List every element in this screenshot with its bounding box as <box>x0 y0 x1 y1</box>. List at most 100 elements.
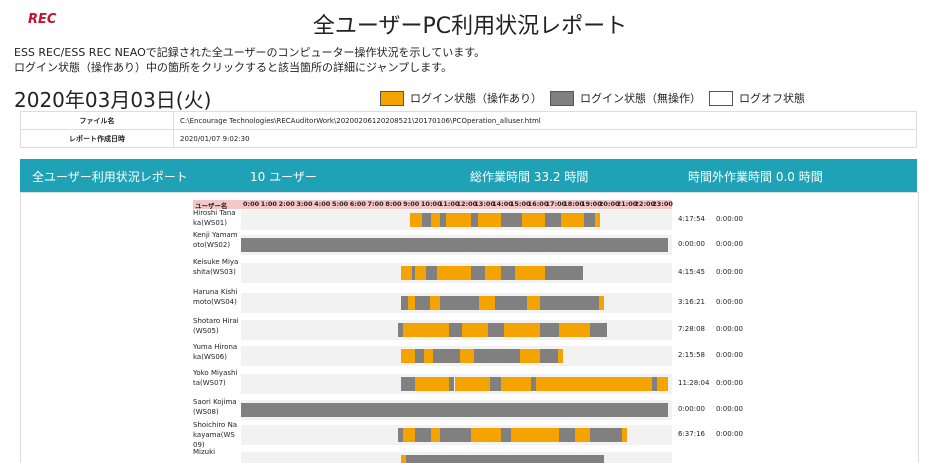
activity-segment <box>415 295 430 310</box>
legend-label: ログオフ状態 <box>739 92 805 105</box>
total-time: 0:00:00 <box>678 404 705 413</box>
activity-segment <box>459 349 475 363</box>
user-name: Yoko Miyashita(WS07) <box>193 369 238 387</box>
info-key: レポート作成日時 <box>20 129 174 148</box>
activity-segment <box>539 323 560 337</box>
activity-segment <box>539 295 599 310</box>
activity-segment <box>500 213 523 227</box>
activity-segment <box>408 295 416 310</box>
activity-segment <box>401 376 416 391</box>
activity-segment <box>445 213 471 227</box>
activity-segment <box>402 427 416 442</box>
activity-segment <box>454 376 491 391</box>
user-name: Mizuki <box>193 448 216 456</box>
total-time: 2:15:58 <box>678 351 705 359</box>
hour-label: 14:00 <box>492 200 513 208</box>
hour-label: 20:00 <box>598 200 620 208</box>
activity-segment <box>545 266 583 280</box>
activity-segment <box>520 349 540 363</box>
overtime: 0:00:00 <box>716 429 743 438</box>
hour-label: 13:00 <box>474 200 495 208</box>
activity-segment <box>531 376 537 391</box>
user-name: Saori Kojima(WS08) <box>193 398 237 416</box>
logo: REC <box>28 12 57 27</box>
activity-segment <box>436 266 471 280</box>
overtime: 0:00:00 <box>716 268 743 276</box>
activity-segment <box>539 349 558 363</box>
hour-label: 6:00 <box>349 200 366 208</box>
user-name: Shotaro Hirai(WS05) <box>193 317 239 335</box>
overtime: 0:00:00 <box>716 404 743 413</box>
total-time: 7:28:08 <box>678 325 705 333</box>
activity-segment <box>484 266 501 280</box>
activity-segment <box>495 295 528 310</box>
description: ログイン状態（操作あり）中の箇所をクリックすると該当箇所の詳細にジャンプします。 <box>14 61 453 74</box>
activity-segment <box>415 266 427 280</box>
activity-segment <box>559 427 576 442</box>
hour-label: 17:00 <box>545 200 567 208</box>
total-time: 11:28:04 <box>678 378 710 387</box>
activity-segment <box>470 213 478 227</box>
hour-label: 19:00 <box>581 200 602 208</box>
total-time: 4:17:54 <box>678 215 705 223</box>
activity-segment <box>241 237 668 252</box>
activity-segment <box>474 349 521 363</box>
summary-title: 全ユーザー利用状況レポート <box>32 170 188 184</box>
total-time: 6:37:16 <box>678 429 705 438</box>
name-header: ユーザー名 <box>195 202 228 210</box>
legend: ログイン状態（操作あり） ログイン状態（無操作） ログオフ状態 <box>372 90 805 106</box>
user-name: Shoichiro Nakayama(WS09) <box>193 421 238 449</box>
summary-bar: 全ユーザー利用状況レポート 10 ユーザー 総作業時間 33.2 時間 時間外作… <box>20 159 917 192</box>
page-title: 全ユーザーPC利用状況レポート <box>312 14 628 39</box>
hour-label: 22:00 <box>634 200 656 208</box>
activity-segment <box>426 266 437 280</box>
activity-segment <box>410 213 423 227</box>
summary-total: 総作業時間 33.2 時間 <box>470 170 589 184</box>
overtime: 0:00:00 <box>716 325 743 333</box>
hour-label: 15:00 <box>509 200 531 208</box>
overtime: 0:00:00 <box>716 351 743 359</box>
activity-segment <box>415 427 432 442</box>
activity-segment <box>559 323 590 337</box>
activity-segment <box>479 295 496 310</box>
timeline-panel <box>20 192 919 463</box>
activity-segment <box>433 349 460 363</box>
activity-segment <box>589 323 608 337</box>
activity-segment <box>511 427 560 442</box>
activity-segment <box>500 266 515 280</box>
activity-segment <box>424 349 434 363</box>
activity-segment <box>401 266 412 280</box>
total-time: 4:15:45 <box>678 268 705 276</box>
activity-segment <box>527 295 540 310</box>
info-table: ファイル名 C:\Encourage Technologies\RECAudito… <box>20 111 917 148</box>
legend-label: ログイン状態（操作あり） <box>410 92 542 105</box>
hour-label: 3:00 <box>296 200 313 208</box>
info-key: ファイル名 <box>20 111 174 130</box>
user-name: Hiroshi Tanaka(WS01) <box>193 209 236 227</box>
activity-segment <box>545 213 562 227</box>
timeline-header: ユーザー名 0:00 1:00 2:00 3:00 4:00 5:00 6:00 7:00 8:… <box>193 200 673 210</box>
activity-segment <box>449 323 462 337</box>
activity-segment <box>598 295 604 310</box>
description: ESS REC/ESS REC NEAOで記録された全ユーザーのコンピューター操… <box>14 46 486 59</box>
hour-label: 18:00 <box>563 200 584 208</box>
hour-label: 9:00 <box>403 200 420 208</box>
hour-label: 11:00 <box>438 200 460 208</box>
hour-label: 10:00 <box>420 200 442 208</box>
activity-segment <box>500 427 512 442</box>
activity-segment <box>584 213 596 227</box>
activity-segment <box>402 323 450 337</box>
hour-label: 0:00 <box>243 200 260 208</box>
total-time: 3:16:21 <box>678 297 705 306</box>
activity-segment <box>431 427 441 442</box>
info-value: 2020/01/07 9:02:30 <box>173 129 917 148</box>
hour-label: 1:00 <box>260 200 277 208</box>
hour-label: 21:00 <box>616 200 638 208</box>
activity-segment <box>589 427 622 442</box>
legend-swatch <box>380 90 404 106</box>
activity-segment <box>397 427 403 442</box>
hour-label: 23:00 <box>652 200 673 208</box>
activity-segment <box>411 266 416 280</box>
hour-label: 7:00 <box>367 200 384 208</box>
